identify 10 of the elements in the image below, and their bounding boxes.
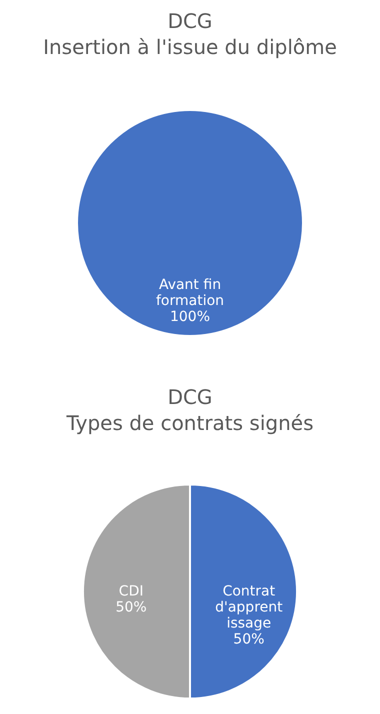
chart-title: DCG — [168, 9, 212, 33]
data-label: 50% — [116, 600, 147, 616]
data-label: 100% — [170, 309, 210, 326]
slice-label: Contrat d'apprentissage — [215, 584, 284, 632]
chart-subtitle: Insertion à l'issue du diplôme — [43, 35, 337, 59]
slice-label: Avant fin formation — [156, 277, 224, 310]
data-label: 50% — [233, 632, 264, 648]
slice-label: CDI — [118, 584, 144, 600]
text: DCG — [168, 385, 212, 409]
chart-subtitle: Types de contrats signés — [66, 411, 314, 435]
